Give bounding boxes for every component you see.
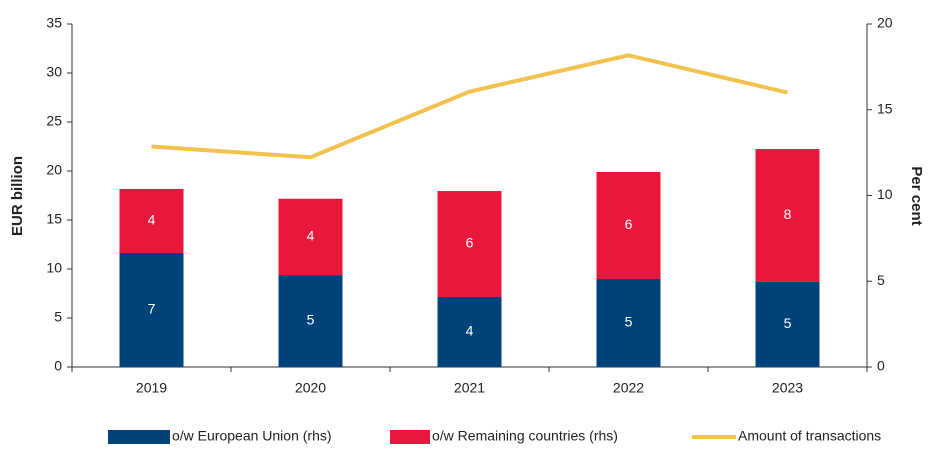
y2-tick-label: 5 — [877, 272, 885, 288]
y-tick-label: 20 — [46, 162, 62, 178]
y-tick-label: 30 — [46, 64, 62, 80]
x-tick-label: 2023 — [772, 380, 803, 396]
x-tick-label: 2021 — [454, 380, 485, 396]
bar-segment — [278, 198, 343, 276]
legend-label: o/w Remaining countries (rhs) — [432, 428, 618, 444]
y-tick-label: 15 — [46, 211, 62, 227]
bar-segment — [437, 191, 502, 298]
bar-value-label: 4 — [148, 212, 156, 228]
bar-value-label: 6 — [625, 216, 633, 232]
x-tick-label: 2022 — [613, 380, 644, 396]
bar-segment — [119, 188, 184, 253]
y-tick-label: 5 — [54, 309, 62, 325]
y-tick-label: 35 — [46, 15, 62, 31]
bar-segment — [755, 281, 820, 367]
bar-value-label: 4 — [307, 228, 315, 244]
legend-label: o/w European Union (rhs) — [172, 428, 332, 444]
bar-value-label: 6 — [466, 235, 474, 251]
legend-label: Amount of transactions — [738, 428, 881, 444]
bar-value-label: 5 — [307, 312, 315, 328]
bar-segment — [755, 149, 820, 282]
y2-axis-title: Per cent — [908, 166, 925, 225]
y-axis-title: EUR billion — [9, 156, 26, 236]
bar-segment — [596, 172, 661, 280]
y-tick-label: 0 — [54, 358, 62, 374]
bar-segment — [437, 297, 502, 367]
bar-value-label: 7 — [148, 301, 156, 317]
bar-segment — [119, 252, 184, 367]
y-tick-label: 25 — [46, 113, 62, 129]
bar-value-label: 8 — [784, 206, 792, 222]
legend-swatch — [108, 430, 170, 444]
bar-value-label: 5 — [625, 314, 633, 330]
x-tick-label: 2019 — [136, 380, 167, 396]
bar-value-label: 4 — [466, 323, 474, 339]
legend-swatch — [390, 430, 430, 444]
y2-tick-label: 20 — [877, 15, 893, 31]
bar-value-label: 5 — [784, 315, 792, 331]
bar-segment — [596, 279, 661, 367]
x-tick-label: 2020 — [295, 380, 326, 396]
y2-tick-label: 15 — [877, 100, 893, 116]
y2-tick-label: 10 — [877, 186, 893, 202]
bar-segment — [278, 275, 343, 367]
line-series — [151, 53, 788, 160]
y2-tick-label: 0 — [877, 358, 885, 374]
y-tick-label: 10 — [46, 260, 62, 276]
